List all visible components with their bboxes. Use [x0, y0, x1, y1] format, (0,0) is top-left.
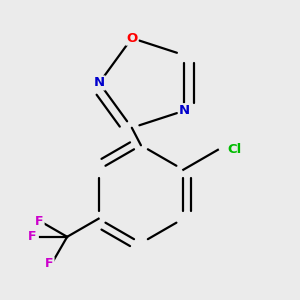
Text: F: F	[35, 215, 44, 228]
Text: F: F	[45, 257, 54, 271]
Text: N: N	[179, 104, 190, 117]
Text: N: N	[94, 76, 105, 89]
Text: F: F	[28, 230, 36, 243]
Text: O: O	[126, 32, 137, 45]
Text: Cl: Cl	[227, 143, 241, 156]
